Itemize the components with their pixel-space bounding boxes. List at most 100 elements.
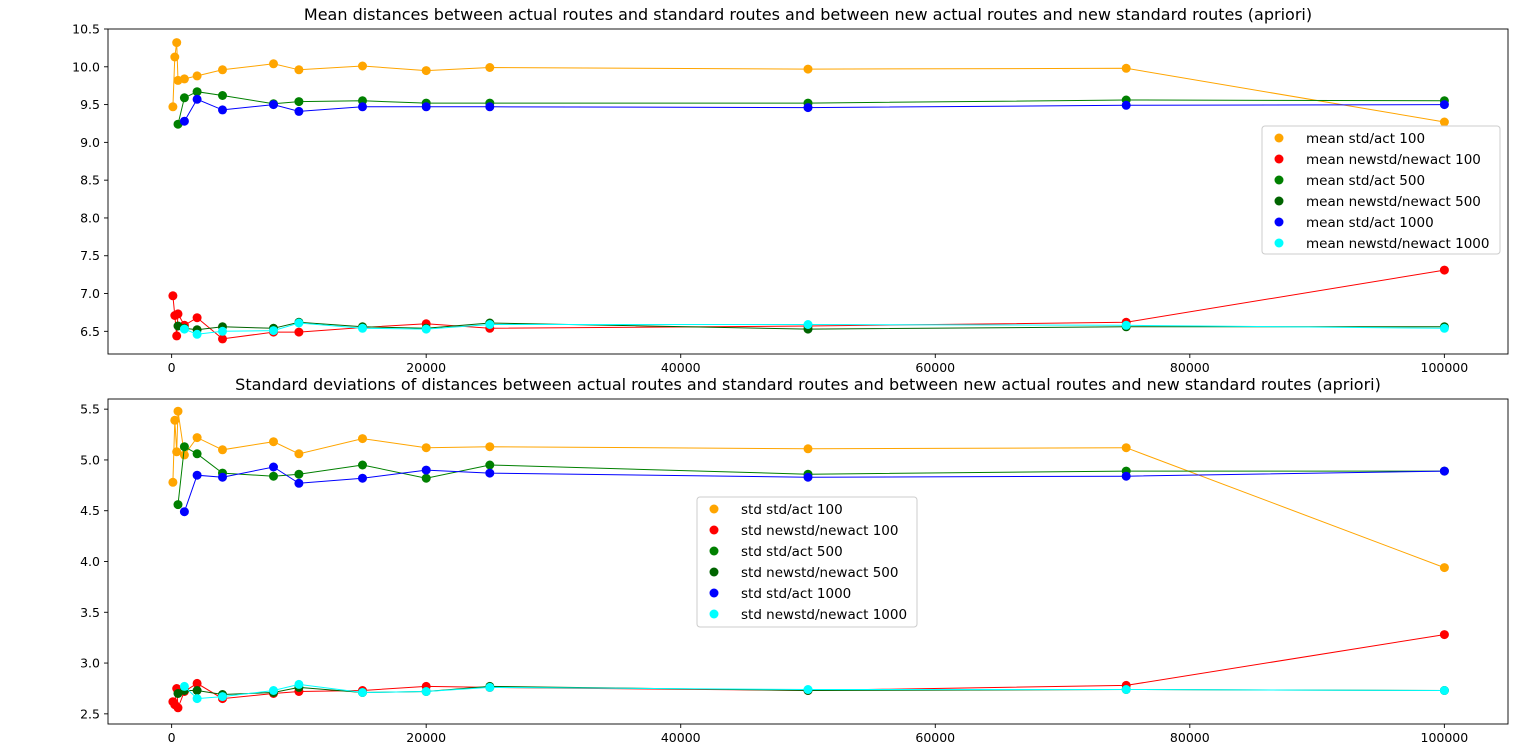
series-std-newstd-newact-1000: [179, 679, 1449, 704]
data-point: [218, 326, 227, 336]
legend-entry: mean newstd/newact 100: [1306, 152, 1481, 168]
data-point: [358, 473, 367, 483]
data-point: [294, 679, 304, 689]
data-point: [192, 686, 202, 695]
data-point: [179, 93, 189, 103]
data-point: [485, 460, 495, 470]
y-tick-label: 3.5: [80, 605, 100, 620]
x-tick-label: 40000: [661, 730, 701, 745]
data-point: [358, 688, 367, 697]
y-tick-label: 7.0: [80, 286, 100, 301]
legend-marker: [709, 588, 719, 598]
data-point: [1121, 685, 1131, 694]
data-point: [168, 291, 178, 301]
legend: std std/act 100 std newstd/newact 100 std …: [696, 496, 918, 628]
y-tick-label: 9.0: [80, 135, 100, 150]
data-point: [294, 478, 304, 488]
data-point: [421, 465, 431, 475]
data-point: [1439, 630, 1449, 640]
y-tick-label: 8.0: [80, 210, 100, 225]
data-point: [294, 327, 304, 337]
series-std-std-act-1000: [179, 462, 1449, 517]
plot-area-frame: [107, 28, 1509, 355]
data-point: [218, 692, 227, 702]
y-tick-label: 8.5: [80, 173, 100, 188]
series-std-std-act-500: [173, 442, 1449, 510]
data-point: [269, 437, 278, 447]
y-tick-label: 2.5: [80, 706, 100, 721]
series-std-std-act-100: [168, 406, 1449, 573]
data-point: [218, 472, 227, 482]
chart-mean-distances: Mean distances between actual routes and…: [72, 5, 1509, 375]
data-point: [803, 685, 813, 694]
data-point: [172, 331, 182, 341]
data-point: [1439, 117, 1449, 127]
data-point: [269, 686, 278, 695]
data-point: [1121, 320, 1131, 330]
series-mean-std-act-100: [168, 38, 1449, 127]
data-point: [803, 103, 813, 113]
data-point: [192, 470, 202, 480]
legend-marker: [709, 567, 719, 577]
data-point: [803, 64, 813, 74]
x-tick-label: 40000: [661, 360, 701, 375]
data-point: [421, 324, 431, 334]
chart-title: Standard deviations of distances between…: [235, 375, 1381, 394]
legend-marker: [1274, 196, 1284, 206]
data-point: [179, 324, 189, 334]
data-point: [192, 678, 202, 688]
data-point: [358, 61, 367, 71]
data-point: [218, 334, 227, 344]
data-point: [1121, 63, 1131, 73]
data-point: [358, 323, 367, 333]
data-point: [294, 318, 304, 328]
x-tick-label: 60000: [915, 730, 955, 745]
data-point: [269, 462, 278, 472]
data-point: [179, 450, 189, 460]
data-point: [294, 65, 304, 75]
data-point: [485, 63, 495, 72]
legend-entry: mean newstd/newact 500: [1306, 194, 1481, 210]
data-point: [1439, 265, 1449, 275]
data-point: [1439, 323, 1449, 333]
legend-entry: std std/act 500: [741, 544, 843, 560]
legend-entry: std std/act 100: [741, 502, 843, 518]
x-tick-label: 80000: [1170, 730, 1210, 745]
legend-marker: [709, 525, 719, 535]
data-point: [803, 472, 813, 482]
y-tick-label: 10.0: [72, 59, 100, 74]
legend-entry: mean std/act 500: [1306, 173, 1425, 189]
data-point: [192, 329, 202, 339]
data-point: [173, 500, 183, 510]
data-point: [294, 469, 304, 479]
data-point: [192, 433, 202, 443]
data-point: [1121, 443, 1131, 453]
data-point: [358, 460, 367, 470]
legend-marker: [1274, 154, 1284, 164]
chart-title: Mean distances between actual routes and…: [304, 5, 1312, 24]
data-point: [1439, 563, 1449, 573]
data-point: [421, 687, 431, 696]
y-tick-label: 7.5: [80, 248, 100, 263]
data-point: [179, 442, 189, 452]
data-point: [1439, 100, 1449, 110]
legend-marker: [709, 504, 719, 514]
legend-marker: [1274, 133, 1284, 143]
legend-entry: std newstd/newact 100: [741, 523, 899, 539]
x-tick-label: 20000: [406, 730, 446, 745]
data-point: [172, 447, 182, 457]
data-point: [294, 449, 304, 459]
data-point: [421, 443, 431, 453]
y-tick-label: 10.5: [72, 22, 100, 37]
data-point: [179, 507, 189, 517]
data-point: [168, 102, 178, 112]
data-point: [269, 100, 278, 110]
data-point: [179, 116, 189, 126]
data-point: [358, 434, 367, 444]
data-point: [218, 65, 227, 75]
legend-entry: std newstd/newact 500: [741, 565, 899, 581]
data-point: [485, 320, 495, 329]
series-mean-newstd-newact-1000: [179, 318, 1449, 339]
data-point: [173, 309, 183, 319]
